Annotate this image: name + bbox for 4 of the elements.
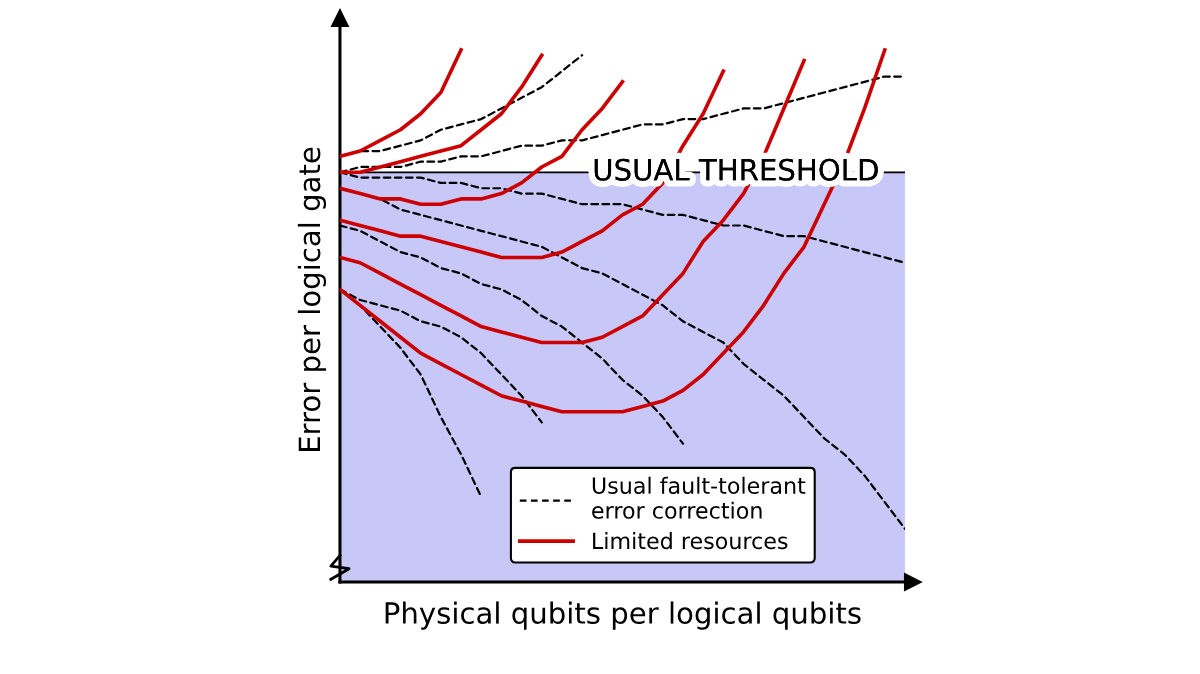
x-axis-title: Physical qubits per logical qubits — [385, 601, 861, 630]
y-axis-title: Error per logical gate — [297, 147, 327, 451]
legend-label: Usual fault-tolerant error correction — [592, 476, 806, 519]
legend-label: Limited resources — [593, 532, 788, 550]
